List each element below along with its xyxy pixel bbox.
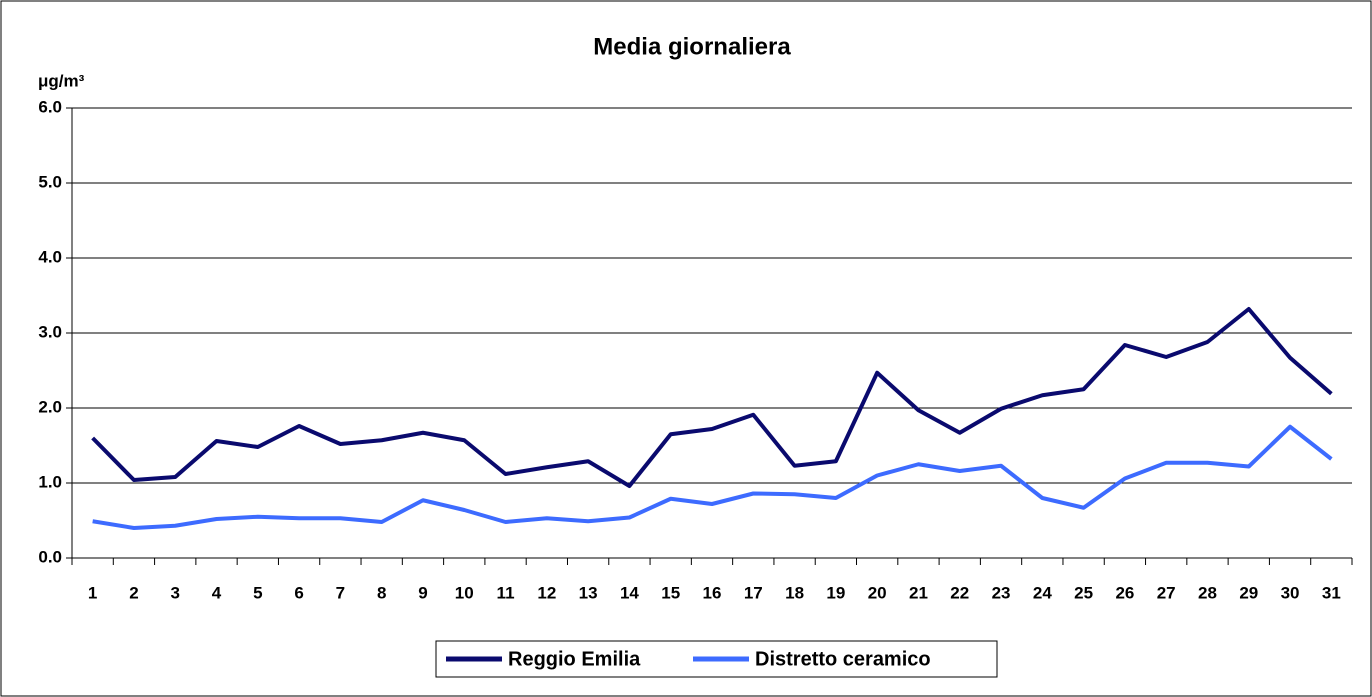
x-tick-label: 13 — [579, 583, 598, 602]
x-tick-label: 6 — [294, 583, 303, 602]
x-tick-label: 12 — [537, 583, 556, 602]
x-tick-label: 25 — [1074, 583, 1093, 602]
x-tick-label: 23 — [992, 583, 1011, 602]
x-tick-label: 4 — [212, 583, 222, 602]
legend-label: Reggio Emilia — [508, 648, 641, 670]
x-tick-label: 5 — [253, 583, 262, 602]
series-line — [91, 307, 1333, 488]
x-tick-label: 20 — [868, 583, 887, 602]
x-tick-label: 31 — [1322, 583, 1341, 602]
x-tick-label: 21 — [909, 583, 928, 602]
y-tick-label: 3.0 — [38, 322, 62, 341]
x-tick-label: 15 — [661, 583, 680, 602]
x-tick-label: 22 — [950, 583, 969, 602]
x-tick-label: 26 — [1115, 583, 1134, 602]
x-tick-label: 2 — [129, 583, 138, 602]
x-tick-label: 18 — [785, 583, 804, 602]
x-tick-label: 19 — [826, 583, 845, 602]
y-tick-label: 2.0 — [38, 397, 62, 416]
x-tick-label: 29 — [1239, 583, 1258, 602]
x-tick-label: 28 — [1198, 583, 1217, 602]
y-axis-label: μg/m³ — [38, 71, 85, 90]
y-tick-label: 1.0 — [38, 472, 62, 491]
x-tick-label: 3 — [170, 583, 179, 602]
x-tick-label: 10 — [455, 583, 474, 602]
x-tick-label: 24 — [1033, 583, 1052, 602]
legend-label: Distretto ceramico — [755, 648, 931, 670]
y-tick-label: 0.0 — [38, 547, 62, 566]
x-tick-label: 16 — [703, 583, 722, 602]
chart-title: Media giornaliera — [593, 33, 791, 60]
y-tick-label: 6.0 — [38, 97, 62, 116]
x-tick-label: 14 — [620, 583, 639, 602]
x-tick-label: 27 — [1157, 583, 1176, 602]
x-tick-label: 17 — [744, 583, 763, 602]
series-line — [92, 424, 1333, 530]
y-tick-label: 5.0 — [38, 172, 62, 191]
x-tick-label: 1 — [88, 583, 97, 602]
x-tick-label: 7 — [336, 583, 345, 602]
x-tick-label: 9 — [418, 583, 427, 602]
x-tick-label: 30 — [1281, 583, 1300, 602]
y-tick-label: 4.0 — [38, 247, 62, 266]
x-tick-label: 8 — [377, 583, 386, 602]
x-tick-label: 11 — [497, 583, 515, 602]
